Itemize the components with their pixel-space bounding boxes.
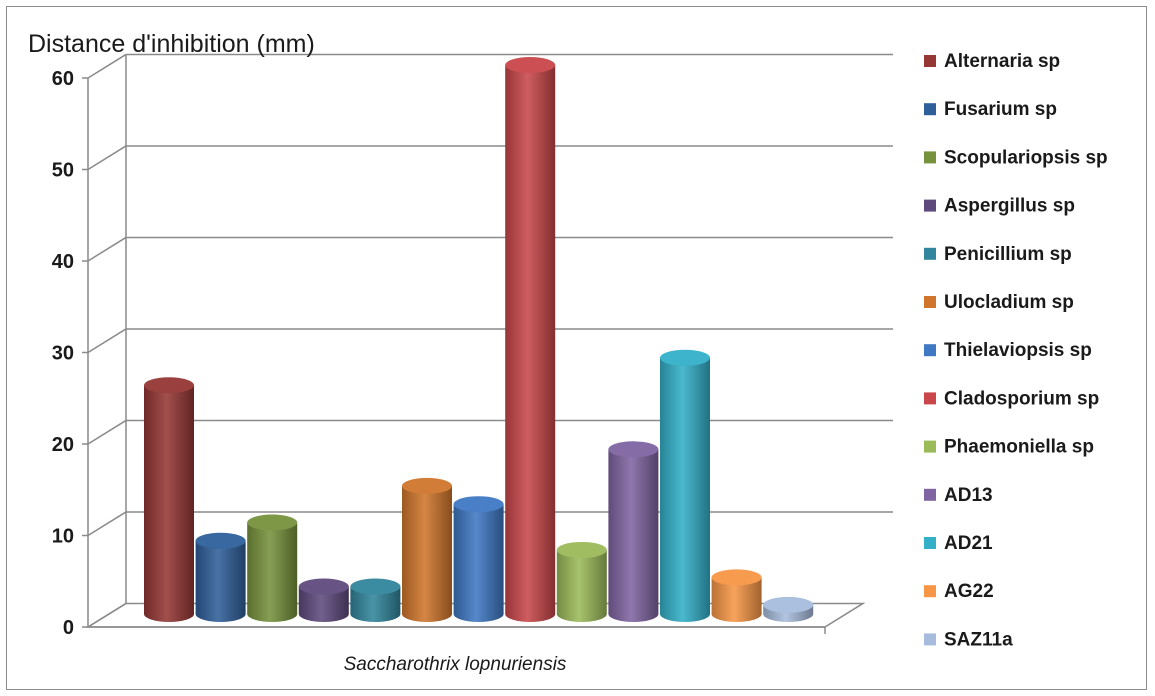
legend-swatch — [924, 633, 936, 646]
legend-label: Cladosporium sp — [944, 388, 1099, 409]
bar-phaemoniella-sp — [556, 541, 607, 622]
legend-entry: Aspergillus sp — [924, 196, 1075, 217]
bar-body — [556, 549, 607, 622]
bar-fusarium-sp — [195, 532, 246, 622]
bar-top — [195, 532, 246, 549]
y-tick-label: 30 — [52, 343, 74, 365]
legend-entry: Thielaviopsis sp — [924, 340, 1092, 361]
legend-label: Thielaviopsis sp — [944, 340, 1092, 361]
bar-top — [505, 57, 556, 73]
axes: 0 10 20 30 40 50 60 — [52, 68, 826, 639]
y-tick-label: 10 — [52, 526, 74, 548]
y-tick-label: 40 — [52, 251, 74, 273]
bar-cladosporium-sp — [505, 57, 556, 622]
legend-swatch — [924, 55, 936, 67]
legend-entry: Phaemoniella sp — [924, 437, 1094, 458]
bar-ag22 — [711, 569, 762, 622]
gridline-diagonal — [87, 511, 127, 537]
legend-swatch — [924, 392, 936, 405]
bar-body — [298, 586, 349, 622]
legend-label: Phaemoniella sp — [944, 437, 1094, 458]
legend-label: Ulocladium sp — [944, 292, 1074, 313]
bar-top — [763, 596, 814, 613]
bar-body — [711, 577, 762, 622]
gridline-diagonal — [87, 328, 127, 354]
bar-body — [660, 357, 710, 622]
bar-body — [247, 522, 298, 622]
bars — [144, 57, 814, 622]
legend-swatch — [924, 537, 936, 549]
legend-label: AG22 — [944, 581, 994, 602]
legend-entry: Scopulariopsis sp — [924, 147, 1108, 168]
legend-label: Alternaria sp — [944, 51, 1060, 72]
y-tick-label: 20 — [52, 434, 74, 456]
legend-label: Aspergillus sp — [944, 196, 1075, 217]
bar-ulocladium-sp — [402, 477, 452, 622]
y-tick-label: 0 — [63, 617, 74, 639]
bar-top — [453, 496, 504, 513]
bar-top — [711, 569, 762, 586]
legend-label: Fusarium sp — [944, 99, 1057, 120]
legend-swatch — [924, 103, 936, 116]
bar-body — [505, 65, 556, 622]
gridline-diagonal — [87, 53, 127, 79]
legend-label: AD21 — [944, 533, 993, 554]
bar-top — [350, 578, 401, 595]
y-axis-title: Distance d'inhibition (mm) — [28, 30, 315, 58]
legend-swatch — [924, 440, 936, 453]
legend-entry: SAZ11a — [924, 629, 1013, 650]
legend-label: Penicillium sp — [944, 244, 1072, 265]
bar-alternaria-sp — [144, 377, 194, 622]
bar-thielaviopsis-sp — [453, 496, 504, 622]
bar-body — [195, 540, 246, 622]
legend-swatch — [924, 585, 936, 598]
bar-body — [453, 504, 504, 622]
bar-body — [608, 449, 659, 622]
bar-top — [556, 541, 607, 558]
bar-ad21 — [660, 349, 710, 622]
legend-swatch — [924, 488, 936, 501]
bar-body — [350, 586, 401, 622]
legend-entry: Penicillium sp — [924, 244, 1072, 265]
legend-entry: Cladosporium sp — [924, 388, 1099, 409]
legend-entry: Ulocladium sp — [924, 292, 1074, 313]
y-tick-label: 60 — [52, 68, 74, 90]
gridline-diagonal — [87, 236, 127, 262]
legend-swatch — [924, 344, 936, 357]
legend-entry: Fusarium sp — [924, 99, 1057, 120]
legend-label: Scopulariopsis sp — [944, 147, 1108, 168]
legend-label: SAZ11a — [944, 629, 1013, 650]
legend-label: AD13 — [944, 485, 993, 506]
bar-top — [298, 578, 349, 595]
legend-swatch — [924, 247, 936, 260]
bar-top — [660, 349, 710, 366]
gridline-diagonal — [87, 145, 127, 171]
legend-entry: AG22 — [924, 581, 994, 602]
bar-body — [144, 385, 194, 622]
bar-scopulariopsis-sp — [247, 514, 298, 622]
x-category-label: Saccharothrix lopnuriensis — [344, 654, 567, 675]
bar-body — [402, 485, 452, 622]
bar-ad13 — [608, 441, 659, 622]
bar-top — [247, 514, 298, 531]
legend: Alternaria sp Fusarium sp Scopulariopsis s… — [924, 51, 1108, 650]
gridline-diagonal — [87, 602, 127, 628]
y-tick-label: 50 — [52, 160, 74, 182]
bar-saz11a — [763, 596, 814, 622]
legend-entry: AD13 — [924, 485, 993, 506]
legend-entry: AD21 — [924, 533, 993, 554]
bar-penicillium-sp — [350, 578, 401, 622]
bar-top — [608, 441, 659, 458]
legend-swatch — [924, 199, 936, 212]
bar-top — [402, 477, 452, 494]
legend-swatch — [924, 296, 936, 308]
bar-aspergillus-sp — [298, 578, 349, 622]
bar-top — [144, 377, 194, 394]
legend-swatch — [924, 151, 936, 164]
legend-entry: Alternaria sp — [924, 51, 1060, 72]
gridline-diagonal — [87, 419, 127, 445]
